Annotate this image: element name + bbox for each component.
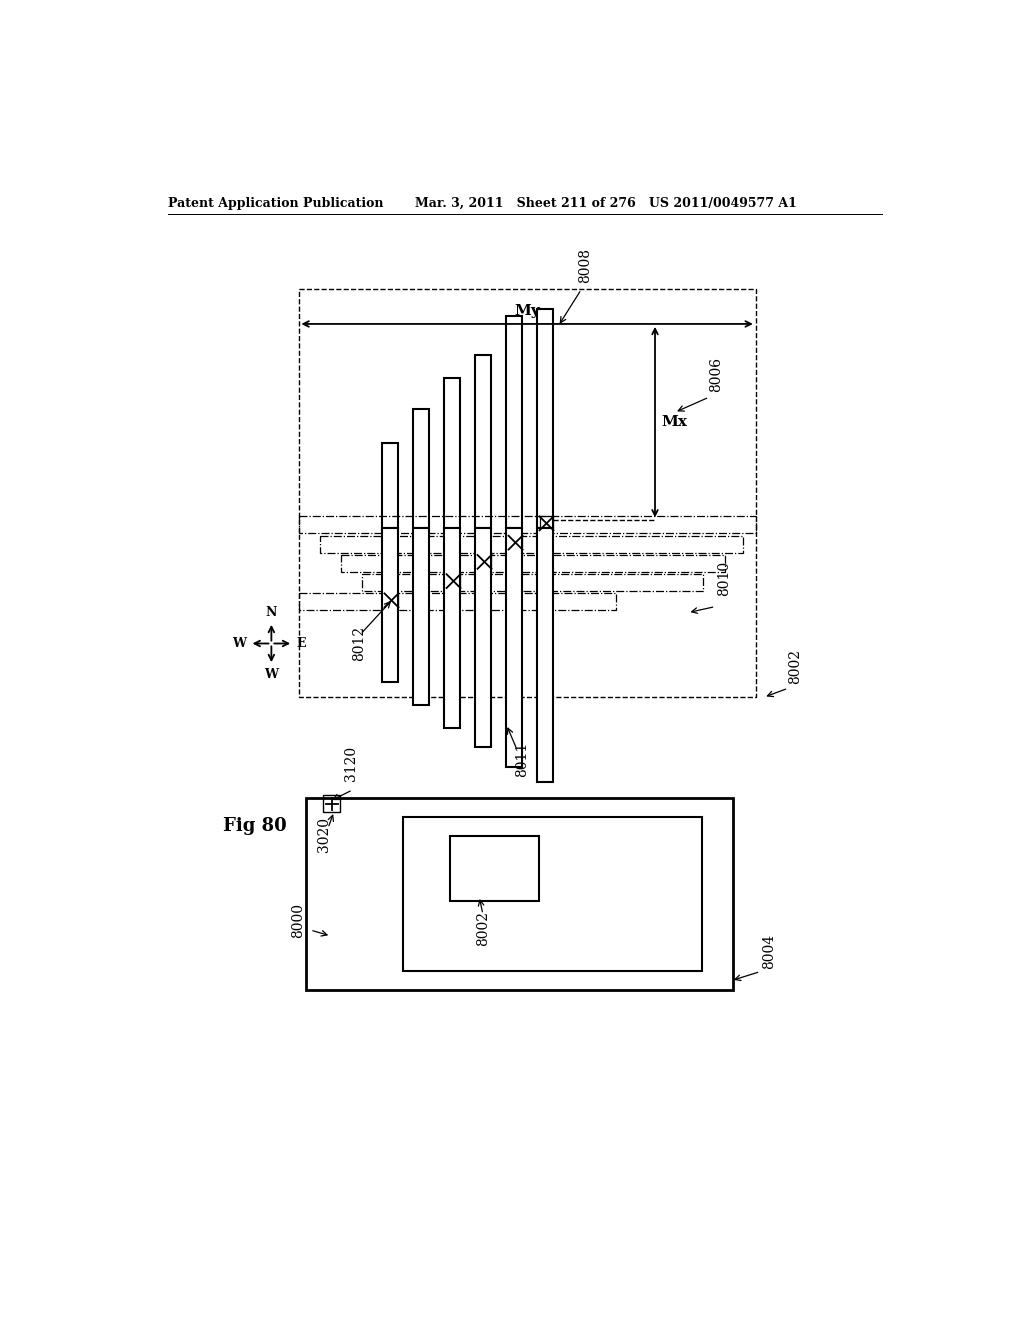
Bar bbox=[341, 554, 725, 572]
Text: 3020: 3020 bbox=[317, 817, 331, 851]
Bar bbox=[382, 444, 397, 528]
Bar bbox=[444, 378, 460, 528]
Bar bbox=[477, 554, 492, 569]
Text: 8008: 8008 bbox=[579, 248, 592, 284]
Text: 8000: 8000 bbox=[291, 903, 305, 939]
Bar bbox=[403, 817, 701, 970]
Bar bbox=[324, 795, 340, 812]
Bar bbox=[538, 528, 553, 781]
Bar bbox=[475, 355, 490, 528]
Text: N: N bbox=[265, 606, 278, 619]
Bar bbox=[538, 309, 553, 528]
Text: 8010: 8010 bbox=[717, 561, 731, 595]
Text: W: W bbox=[264, 668, 279, 681]
Text: Fig 80: Fig 80 bbox=[222, 817, 287, 834]
Bar bbox=[306, 797, 732, 990]
Text: W: W bbox=[232, 638, 247, 649]
Text: 8002: 8002 bbox=[788, 649, 802, 684]
Text: My: My bbox=[514, 304, 540, 318]
Text: Mx: Mx bbox=[662, 414, 687, 429]
Bar bbox=[444, 528, 460, 729]
Text: 8011: 8011 bbox=[515, 742, 529, 776]
Text: Mar. 3, 2011   Sheet 211 of 276   US 2011/0049577 A1: Mar. 3, 2011 Sheet 211 of 276 US 2011/00… bbox=[415, 197, 797, 210]
Text: 3120: 3120 bbox=[344, 746, 358, 780]
Bar bbox=[382, 528, 397, 682]
Bar bbox=[540, 516, 554, 531]
Bar bbox=[446, 574, 461, 589]
Bar bbox=[450, 836, 539, 902]
Bar bbox=[362, 574, 703, 591]
Bar bbox=[385, 594, 398, 607]
Bar bbox=[321, 536, 742, 553]
Bar bbox=[509, 536, 522, 549]
Bar bbox=[475, 528, 490, 747]
Bar bbox=[299, 289, 756, 697]
Bar bbox=[414, 528, 429, 705]
Text: E: E bbox=[296, 638, 306, 649]
Bar bbox=[506, 317, 521, 528]
Bar bbox=[299, 594, 616, 610]
Text: 8012: 8012 bbox=[352, 626, 366, 661]
Text: 8002: 8002 bbox=[476, 911, 489, 946]
Bar bbox=[299, 516, 756, 533]
Bar bbox=[414, 409, 429, 528]
Text: Patent Application Publication: Patent Application Publication bbox=[168, 197, 384, 210]
Text: 8006: 8006 bbox=[710, 356, 723, 392]
Text: 8004: 8004 bbox=[762, 935, 776, 969]
Bar bbox=[506, 528, 521, 767]
